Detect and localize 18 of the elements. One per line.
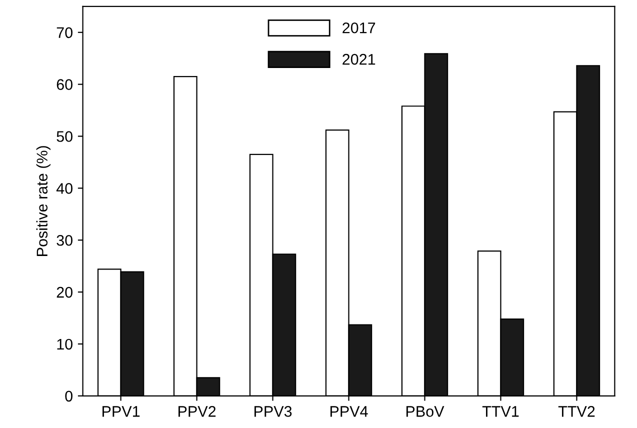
x-tick-label: TTV2 xyxy=(558,406,595,417)
legend-label: 2017 xyxy=(342,22,376,34)
x-tick-label: TTV1 xyxy=(482,406,519,417)
y-axis-title: Positive rate (%) xyxy=(36,146,51,256)
y-tick-label: 60 xyxy=(56,79,72,90)
y-tick-label: 30 xyxy=(56,234,72,246)
y-tick-label: 10 xyxy=(57,338,72,350)
x-tick-label: PBoV xyxy=(406,406,444,417)
x-tick-label: PPV1 xyxy=(102,406,140,417)
y-tick-label: 40 xyxy=(56,183,72,194)
y-tick-label: 70 xyxy=(56,27,72,38)
x-tick-label: PPV2 xyxy=(178,406,216,417)
y-tick-label: 50 xyxy=(56,131,72,142)
x-tick-label: PPV3 xyxy=(254,406,292,417)
legend-label: 2021 xyxy=(342,54,376,65)
y-tick-label: 20 xyxy=(56,286,72,298)
y-tick-label: 0 xyxy=(65,390,72,402)
x-tick-label: PPV4 xyxy=(330,406,368,417)
